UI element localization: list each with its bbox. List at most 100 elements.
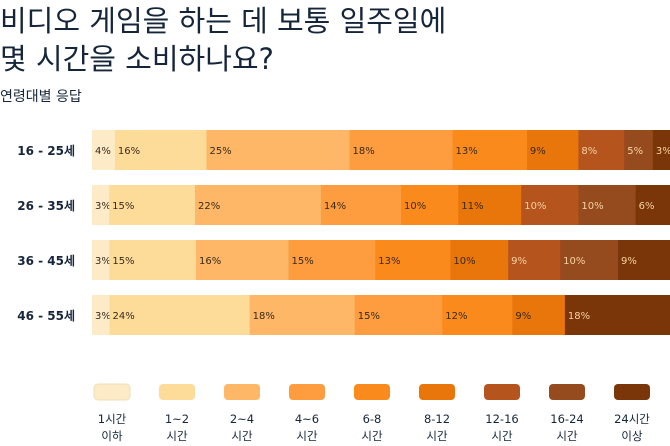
legend-label: 시간 [556,429,578,443]
legend-swatch [419,384,455,400]
legend-label: 시간 [231,429,253,443]
bar-segment [206,130,351,170]
data-label: 16% [118,146,140,157]
bar-segment [617,240,670,280]
bar-segment [508,240,561,280]
legend-swatch [224,384,260,400]
data-label: 9% [530,146,546,157]
legend-label: 4~6 [295,412,319,426]
chart-subtitle: 연령대별 응답 [0,89,82,105]
data-label: 15% [358,311,380,322]
category-label: 26 - 35세 [17,198,75,213]
category-label: 36 - 45세 [17,253,75,268]
bar-segment [195,185,322,225]
legend-swatch [354,384,390,400]
bar-segment [92,185,110,225]
data-label: 10% [563,256,585,267]
bar-segment [109,240,197,280]
bar-segment [564,295,670,335]
legend-label: 8-12 [424,412,450,426]
category-label: 46 - 55세 [17,308,75,323]
bar-segment [109,295,251,335]
bar-segment [452,130,528,170]
data-label: 6% [639,201,655,212]
legend-swatch [484,384,520,400]
bar-segment [450,240,509,280]
data-label: 10% [524,201,546,212]
bar-segment [526,130,579,170]
bar-segment [109,185,196,225]
legend-label: 6-8 [363,412,382,426]
bar-segment [652,130,670,170]
bar-segment [512,295,566,335]
data-label: 13% [456,146,478,157]
data-label: 10% [404,201,426,212]
data-label: 11% [461,201,483,212]
bar-segment [320,185,402,225]
data-label: 9% [515,311,531,322]
legend-swatch [614,384,650,400]
legend-label: 시간 [491,429,513,443]
bar-segment [458,185,522,225]
legend-label: 2~4 [230,412,254,426]
legend-label: 16-24 [550,412,583,426]
data-label: 13% [378,256,400,267]
legend-swatch [289,384,325,400]
data-label: 3% [95,311,111,322]
data-label: 24% [113,311,135,322]
data-label: 3% [95,256,111,267]
legend-label: 시간 [166,429,188,443]
bar-segment [114,130,207,170]
data-label: 12% [445,311,467,322]
data-label: 14% [324,201,346,212]
chart-title: 비디오 게임을 하는 데 보통 일주일에 몇 시간을 소비하나요? [0,4,447,76]
bar-segment [578,130,625,170]
data-label: 25% [209,146,231,157]
legend-swatch [93,383,131,401]
bar-segment [560,240,619,280]
legend-label: 이상 [621,429,643,443]
legend-label: 시간 [426,429,448,443]
bar-segment [521,185,579,225]
legend-swatch [549,384,585,400]
bar-segment [442,295,513,335]
bar-segment [354,295,443,335]
category-label: 16 - 25세 [17,143,75,158]
bar-segment [624,130,654,170]
data-label: 4% [95,146,111,157]
legend-label: 시간 [361,429,383,443]
legend-label: 시간 [296,429,318,443]
bar-segment [578,185,637,225]
legend-label: 24시간 [614,412,650,426]
data-label: 18% [253,311,275,322]
data-label: 15% [112,256,134,267]
data-label: 9% [621,256,637,267]
data-label: 22% [198,201,220,212]
bar-segment [92,130,116,170]
data-label: 15% [292,256,314,267]
bar-segment [92,240,110,280]
data-label: 10% [581,201,603,212]
data-label: 18% [568,311,590,322]
legend-label: 이하 [101,429,123,443]
data-label: 9% [511,256,527,267]
data-label: 10% [453,256,475,267]
data-label: 15% [112,201,134,212]
data-label: 5% [627,146,643,157]
bar-segment [92,295,111,335]
bar-segment [249,295,356,335]
legend-swatch [159,384,195,400]
legend-label: 1~2 [165,412,189,426]
data-label: 8% [581,146,597,157]
data-label: 16% [199,256,221,267]
data-label: 3% [95,201,111,212]
bar-segment [635,185,670,225]
data-label: 18% [353,146,375,157]
bar-segment [288,240,376,280]
bar-segment [349,130,454,170]
legend-label: 12-16 [485,412,518,426]
bar-segment [196,240,290,280]
bar-segment [375,240,451,280]
bar-segment [401,185,459,225]
